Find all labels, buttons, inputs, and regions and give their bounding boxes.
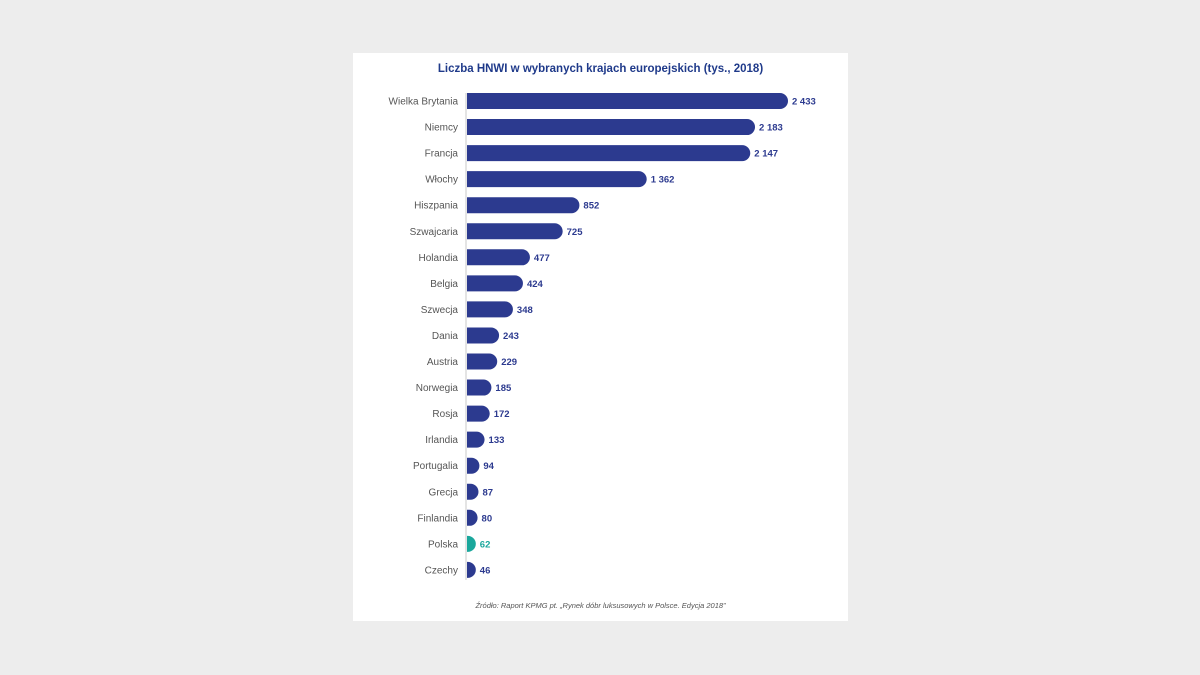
value-label: 243	[503, 331, 519, 342]
value-label: 477	[534, 253, 550, 264]
bar-dania	[467, 327, 500, 344]
category-label: Włochy	[425, 175, 458, 186]
bar-portugalia	[467, 457, 480, 474]
bar-austria	[467, 353, 498, 370]
value-label: 348	[517, 305, 533, 316]
category-label: Czechy	[425, 565, 458, 576]
category-label: Francja	[425, 149, 459, 160]
value-label: 94	[483, 461, 494, 472]
category-label: Holandia	[419, 253, 459, 264]
value-label: 185	[495, 383, 512, 394]
chart-source: Źródło: Raport KPMG pt. „Rynek dóbr luks…	[475, 601, 726, 610]
value-label: 133	[489, 435, 505, 446]
category-label: Wielka Brytania	[389, 97, 459, 108]
category-label: Hiszpania	[414, 201, 458, 212]
value-label: 1 362	[651, 175, 675, 186]
value-label: 2 147	[754, 149, 778, 160]
category-label: Rosja	[432, 409, 458, 420]
bar-chart: Wielka Brytania 2 433 Niemcy 2 183 Francja 2 …	[389, 93, 816, 580]
category-label: Irlandia	[425, 435, 458, 446]
chart-title: Liczba HNWI w wybranych krajach europejs…	[437, 63, 764, 75]
value-label: 852	[583, 201, 599, 212]
bar-holandia	[467, 249, 530, 266]
value-label: 2 433	[792, 97, 816, 108]
category-label: Niemcy	[425, 123, 458, 134]
bar-rosja	[467, 405, 490, 422]
category-label: Szwajcaria	[410, 227, 459, 238]
bar-włochy	[467, 171, 647, 188]
category-label: Norwegia	[416, 383, 459, 394]
category-label: Portugalia	[413, 461, 458, 472]
bar-belgia	[467, 275, 523, 292]
bar-szwecja	[467, 301, 513, 318]
category-label: Szwecja	[421, 305, 459, 316]
bar-hiszpania	[467, 197, 580, 214]
category-label: Finlandia	[417, 513, 458, 524]
value-label: 229	[501, 357, 517, 368]
category-label: Belgia	[430, 279, 458, 290]
bar-niemcy	[467, 119, 756, 136]
bar-czechy	[467, 561, 476, 578]
bar-grecja	[467, 483, 479, 500]
category-label: Polska	[428, 539, 458, 550]
value-label: 424	[527, 279, 544, 290]
value-label: 725	[567, 227, 584, 238]
value-label: 172	[494, 409, 510, 420]
bar-polska	[467, 535, 476, 552]
value-label: 62	[480, 539, 491, 550]
category-label: Dania	[432, 331, 459, 342]
bar-irlandia	[467, 431, 485, 448]
value-label: 87	[482, 487, 493, 498]
bar-norwegia	[467, 379, 492, 396]
category-label: Austria	[427, 357, 459, 368]
bar-szwajcaria	[467, 223, 563, 240]
category-label: Grecja	[429, 487, 459, 498]
bar-finlandia	[467, 509, 478, 526]
bar-francja	[467, 145, 751, 162]
value-label: 80	[482, 513, 493, 524]
value-label: 46	[480, 565, 491, 576]
value-label: 2 183	[759, 123, 783, 134]
bar-wielka-brytania	[467, 93, 788, 109]
chart-card: Liczba HNWI w wybranych krajach europejs…	[353, 53, 848, 621]
